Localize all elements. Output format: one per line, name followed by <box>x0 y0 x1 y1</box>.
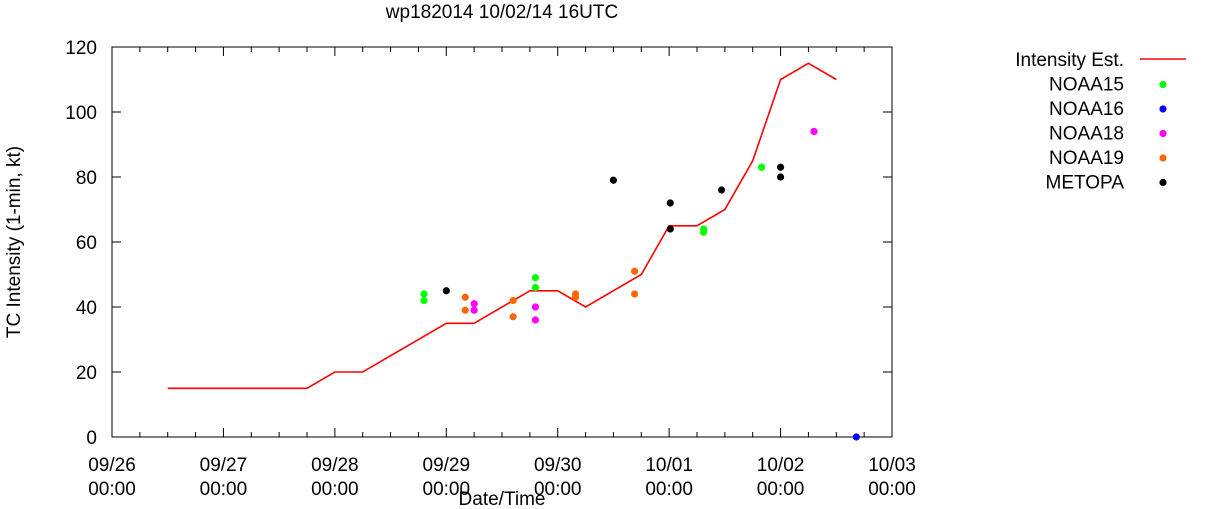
y-tick-label: 0 <box>86 428 97 449</box>
series-line-intensity-est <box>167 62 837 390</box>
y-tick-label: 100 <box>65 103 97 124</box>
y-tick-label: 80 <box>76 168 97 189</box>
x-tick-time-label: 00:00 <box>868 479 916 500</box>
data-point-noaa16 <box>852 433 860 441</box>
data-point-metopa <box>666 225 674 233</box>
x-tick-time-label: 00:00 <box>645 479 693 500</box>
data-point-noaa19 <box>461 293 469 301</box>
legend-swatch-noaa15 <box>1159 80 1167 89</box>
x-tick-date-label: 10/02 <box>757 455 805 476</box>
data-point-noaa19 <box>509 313 517 321</box>
data-point-noaa18 <box>531 303 540 311</box>
data-point-noaa15 <box>758 163 766 171</box>
y-axis: 0 20 40 60 80 100 120 <box>65 38 892 449</box>
data-point-noaa15 <box>531 274 540 282</box>
legend-label-noaa16: NOAA16 <box>1049 99 1124 120</box>
x-tick-date-label: 09/30 <box>534 455 582 476</box>
legend: Intensity Est. NOAA15 NOAA16 NOAA18 NOAA19 ME… <box>1015 50 1186 194</box>
legend-swatch-noaa18 <box>1159 129 1167 138</box>
x-tick-date-label: 10/03 <box>868 455 916 476</box>
data-point-noaa19 <box>571 293 580 301</box>
data-point-noaa15 <box>531 283 540 292</box>
data-point-noaa15 <box>700 228 708 236</box>
data-point-noaa15 <box>420 290 428 298</box>
data-point-noaa19 <box>631 267 639 275</box>
x-tick-time-label: 00:00 <box>534 479 582 500</box>
x-tick-date-label: 09/26 <box>88 455 136 476</box>
data-point-noaa18 <box>810 127 818 136</box>
y-tick-label: 120 <box>65 38 97 59</box>
y-tick-label: 20 <box>76 363 97 384</box>
y-axis-label: TC Intensity (1-min, kt) <box>4 146 25 338</box>
y-tick-label: 40 <box>76 298 97 319</box>
data-point-noaa18 <box>470 306 478 314</box>
legend-swatch-noaa16 <box>1159 105 1167 113</box>
x-tick-date-label: 09/27 <box>200 455 248 476</box>
data-series <box>167 62 860 441</box>
x-axis: 09/26 00:00 09/27 00:00 09/28 00:00 09/29 00:00… <box>88 47 916 500</box>
legend-label-metopa: METOPA <box>1046 173 1125 194</box>
x-axis-label: Date/Time <box>459 489 546 509</box>
x-tick-time-label: 00:00 <box>757 479 805 500</box>
x-tick-time-label: 00:00 <box>311 479 359 500</box>
data-point-metopa <box>666 199 674 207</box>
data-point-metopa <box>776 163 785 171</box>
legend-label-noaa15: NOAA15 <box>1049 75 1124 96</box>
x-tick-date-label: 09/29 <box>423 455 471 476</box>
data-point-noaa19 <box>631 290 639 298</box>
data-point-noaa19 <box>509 296 517 305</box>
data-point-metopa <box>609 176 618 184</box>
x-tick-date-label: 09/28 <box>311 455 359 476</box>
legend-label-noaa19: NOAA19 <box>1049 148 1124 169</box>
data-point-metopa <box>717 186 726 194</box>
data-point-metopa <box>442 287 450 295</box>
x-tick-time-label: 00:00 <box>423 479 471 500</box>
chart-title: wp182014 10/02/14 16UTC <box>385 2 618 23</box>
legend-label-noaa18: NOAA18 <box>1049 124 1124 145</box>
data-point-noaa19 <box>461 306 469 314</box>
legend-swatch-noaa19 <box>1159 154 1167 162</box>
y-tick-label: 60 <box>76 233 97 254</box>
data-point-noaa18 <box>531 316 540 324</box>
data-point-metopa <box>776 173 785 181</box>
x-tick-time-label: 00:00 <box>200 479 248 500</box>
x-tick-time-label: 00:00 <box>88 479 136 500</box>
legend-label-intensity-est: Intensity Est. <box>1015 50 1124 71</box>
data-point-noaa15 <box>420 296 428 305</box>
legend-swatch-metopa <box>1159 178 1167 187</box>
data-point-noaa18 <box>470 300 478 308</box>
x-tick-date-label: 10/01 <box>645 455 693 476</box>
plot-frame <box>111 46 893 438</box>
